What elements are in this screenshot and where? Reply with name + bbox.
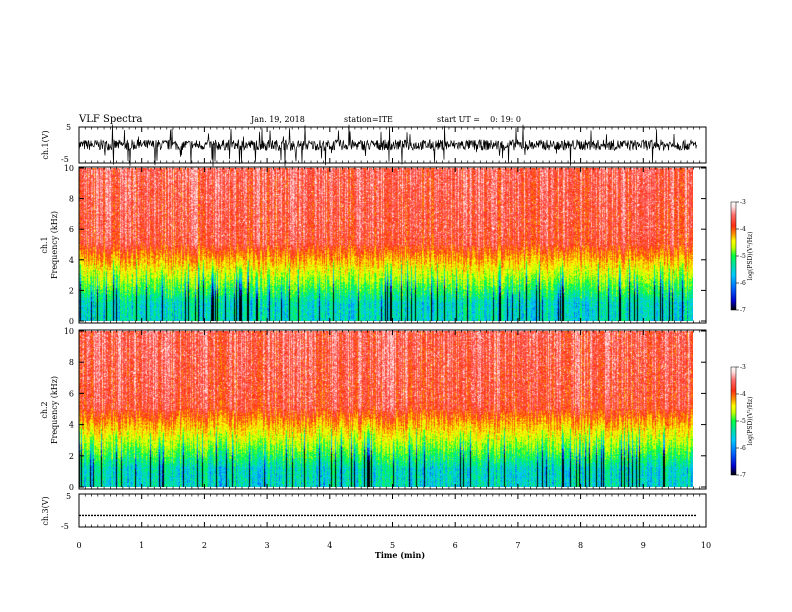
ch3-ylabel: ch.3(V) (41, 496, 50, 525)
x-tick-label: 0 (76, 541, 81, 550)
ch2-spectrogram-image (79, 331, 693, 487)
ch2-colorbar (730, 366, 737, 476)
ch1-ytick-bottom: -5 (61, 155, 69, 164)
ch3-ytick-bottom: -5 (61, 522, 69, 531)
ch1-trace (78, 124, 697, 167)
time-axis-ticks (78, 127, 707, 527)
ch3-ytick-top: 5 (66, 492, 71, 501)
x-tick-label: 5 (390, 541, 395, 550)
colorbar-tick-label: -7 (740, 472, 746, 479)
x-tick-label: 10 (701, 541, 711, 550)
colorbar-tick-label: -6 (740, 280, 746, 287)
header-start-ut: start UT = 0: 19: 0 (437, 115, 521, 124)
freq-tick-label: 4 (69, 421, 74, 430)
time-axis-labels: 0 1 2 3 4 5 6 7 8 9 10 (76, 541, 711, 550)
ch2-spec-ylabel-channel: ch.2 (40, 401, 49, 418)
freq-tick-label: 8 (69, 195, 74, 204)
x-tick-label: 6 (453, 541, 458, 550)
ch2-spec-ylabel-freq: Frequency (kHz) (50, 376, 59, 444)
freq-tick-label: 2 (69, 286, 74, 295)
ch1-freq-ticks: 0 2 4 6 8 10 (64, 164, 706, 326)
colorbar-tick-label: -4 (740, 226, 746, 233)
ch1-colorbar-ticks: -3 -4 -5 -6 -7 (736, 199, 746, 314)
x-tick-label: 8 (578, 541, 583, 550)
ch1-ytick-top: 5 (66, 123, 71, 132)
ch1-colorbar (730, 201, 737, 311)
colorbar-tick-label: -4 (740, 391, 746, 398)
freq-tick-label: 10 (64, 327, 74, 336)
figure-title: VLF Spectra (78, 114, 143, 125)
freq-tick-label: 0 (69, 317, 74, 326)
x-tick-label: 4 (327, 541, 332, 550)
ch1-spec-ylabel-channel: ch.1 (40, 236, 49, 253)
ch1-colorbar-label: log(PSD)(V²/Hz) (747, 232, 754, 281)
freq-tick-label: 10 (64, 164, 74, 173)
colorbar-tick-label: -5 (740, 253, 746, 260)
colorbar-tick-label: -6 (740, 445, 746, 452)
colorbar-tick-label: -5 (740, 418, 746, 425)
ch1-spec-ylabel-freq: Frequency (kHz) (50, 211, 59, 279)
ch2-colorbar-ticks: -3 -4 -5 -6 -7 (736, 364, 746, 479)
freq-tick-label: 8 (69, 358, 74, 367)
colorbar-tick-label: -3 (740, 364, 746, 371)
header-date: Jan. 19, 2018 (250, 115, 305, 124)
x-tick-label: 7 (515, 541, 520, 550)
freq-tick-label: 6 (69, 389, 74, 398)
freq-tick-label: 4 (69, 256, 74, 265)
x-tick-label: 9 (641, 541, 646, 550)
header-station: station=ITE (344, 115, 393, 124)
ch1-spectrogram-image (79, 168, 693, 321)
ch2-colorbar-label: log(PSD)(V²/Hz) (747, 397, 754, 446)
freq-tick-label: 0 (69, 483, 74, 492)
freq-tick-label: 6 (69, 225, 74, 234)
freq-tick-label: 2 (69, 452, 74, 461)
time-axis-title: Time (min) (375, 550, 425, 560)
ch1-ylabel: ch.1(V) (41, 130, 50, 159)
ch2-freq-ticks: 0 2 4 6 8 10 (64, 327, 706, 492)
colorbar-tick-label: -7 (740, 307, 746, 314)
colorbar-tick-label: -3 (740, 199, 746, 206)
x-tick-label: 1 (139, 541, 144, 550)
x-tick-label: 2 (202, 541, 207, 550)
x-tick-label: 3 (265, 541, 270, 550)
